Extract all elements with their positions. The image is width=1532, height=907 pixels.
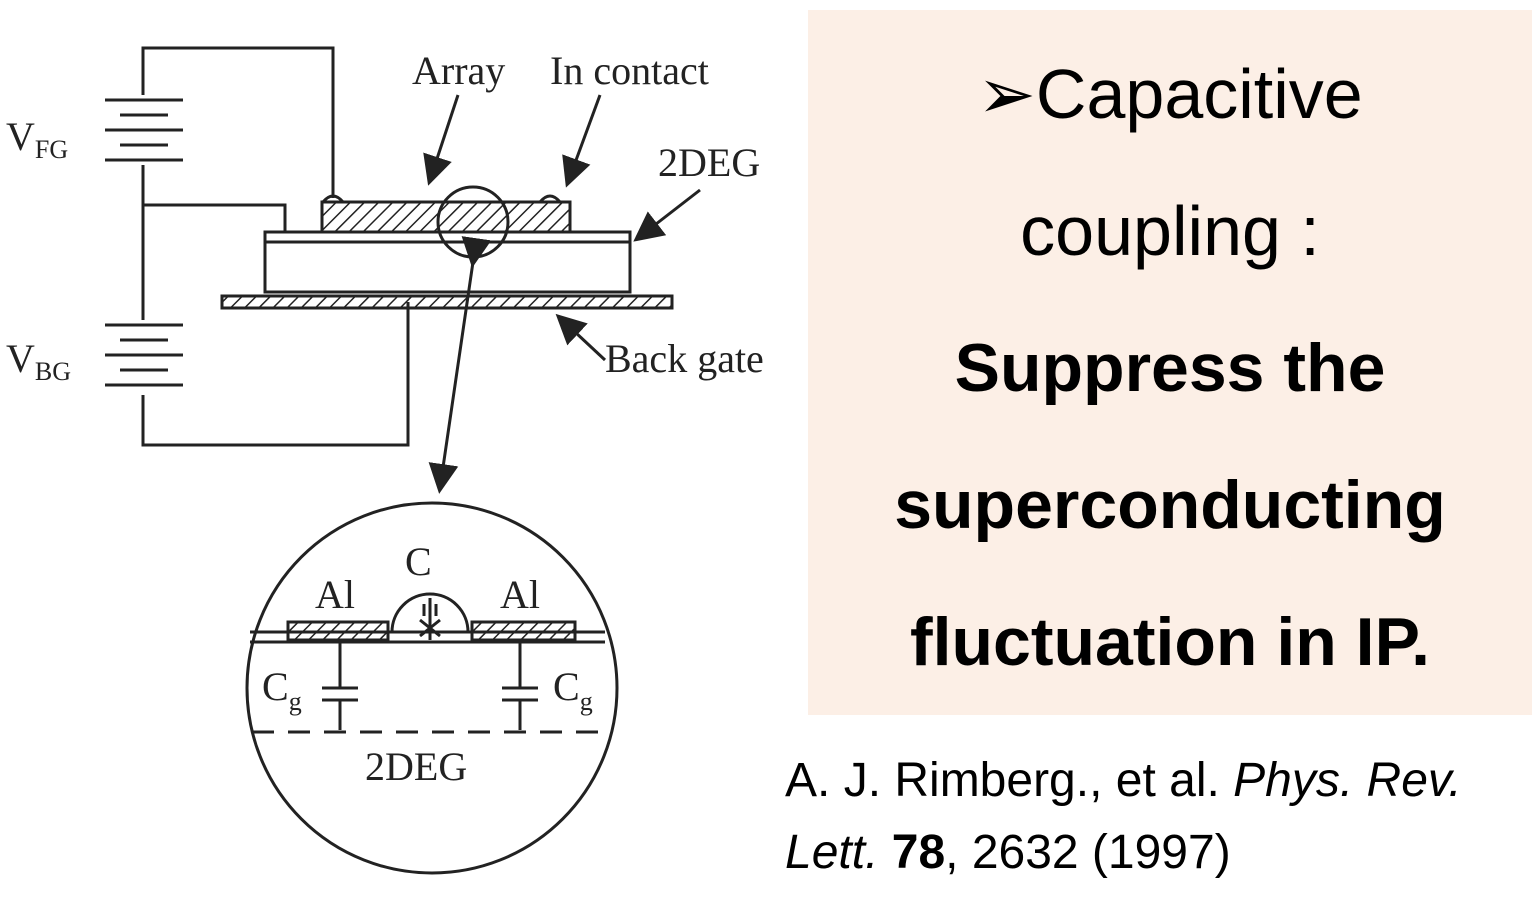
label-in-contact: In contact — [550, 48, 709, 93]
text-line: ➢Capacitive — [808, 26, 1532, 163]
label-2deg: 2DEG — [658, 140, 760, 185]
label-c: C — [405, 539, 432, 584]
text-line: superconducting — [894, 467, 1446, 543]
label-back-gate: Back gate — [605, 336, 764, 381]
wiring — [141, 46, 410, 447]
label-cg: Cg — [553, 664, 593, 716]
circuit-diagram: VFG VBG Array In contact 2DEG Back gate … — [6, 46, 764, 875]
text-line: fluctuation in IP. — [909, 604, 1431, 680]
bullet: ➢ — [977, 55, 1036, 133]
label-2deg: 2DEG — [365, 744, 467, 789]
zoom-circle — [245, 501, 619, 875]
label-al: Al — [500, 572, 540, 617]
label-array: Array — [412, 48, 505, 93]
text: Capacitive — [1035, 55, 1363, 133]
text-line: coupling : — [1020, 192, 1320, 270]
text-line: Suppress the — [954, 330, 1386, 406]
text-panel: ➢Capacitive coupling : Suppress the supe… — [808, 10, 1532, 715]
label-al: Al — [315, 572, 355, 617]
volume: 78 — [891, 826, 946, 879]
label-cg: Cg — [262, 664, 302, 716]
label-vbg: VBG — [6, 336, 71, 386]
battery-vfg — [105, 98, 183, 162]
journal: Phys. Rev. Lett. — [785, 754, 1462, 879]
device — [220, 94, 701, 494]
pages: , 2632 (1997) — [945, 826, 1231, 879]
authors: A. J. Rimberg., et al. — [785, 754, 1220, 807]
battery-vbg — [105, 323, 183, 387]
label-vfg: VFG — [6, 114, 68, 164]
citation: A. J. Rimberg., et al. Phys. Rev. Lett. … — [785, 745, 1532, 889]
